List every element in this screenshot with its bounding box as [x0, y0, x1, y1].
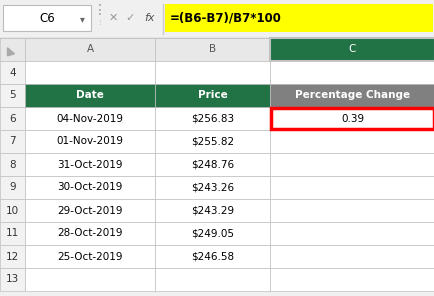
- Text: 8: 8: [9, 160, 16, 170]
- Bar: [0, 176, 25, 199]
- Text: C6: C6: [39, 12, 55, 25]
- Bar: [0, 268, 25, 291]
- Bar: [25, 245, 155, 268]
- Text: 6: 6: [9, 113, 16, 123]
- Bar: [25, 107, 155, 130]
- Text: 04-Nov-2019: 04-Nov-2019: [56, 113, 123, 123]
- Bar: [25, 84, 155, 107]
- Text: 5: 5: [9, 91, 16, 101]
- Bar: [155, 222, 270, 245]
- Bar: [155, 61, 270, 84]
- Text: 12: 12: [6, 252, 19, 261]
- Text: 13: 13: [6, 274, 19, 284]
- Bar: [25, 153, 155, 176]
- Bar: [3, 5, 91, 31]
- Text: ▾: ▾: [79, 14, 84, 24]
- Text: fx: fx: [145, 13, 155, 23]
- Text: $243.29: $243.29: [191, 205, 233, 215]
- Bar: [270, 222, 434, 245]
- Bar: [25, 268, 155, 291]
- Text: ⋮: ⋮: [93, 3, 107, 17]
- Bar: [25, 199, 155, 222]
- Bar: [155, 84, 270, 107]
- Text: $246.58: $246.58: [191, 252, 233, 261]
- Bar: [25, 222, 155, 245]
- Bar: [0, 222, 25, 245]
- Text: 25-Oct-2019: 25-Oct-2019: [57, 252, 122, 261]
- Bar: [155, 176, 270, 199]
- Bar: [0, 84, 25, 107]
- Bar: [270, 61, 434, 84]
- Text: 28-Oct-2019: 28-Oct-2019: [57, 229, 122, 239]
- Text: 0.39: 0.39: [340, 113, 363, 123]
- Bar: [25, 130, 155, 153]
- Text: Price: Price: [197, 91, 227, 101]
- Bar: [270, 107, 434, 130]
- Bar: [0, 0, 434, 38]
- Bar: [270, 153, 434, 176]
- Bar: [270, 245, 434, 268]
- Text: $248.76: $248.76: [191, 160, 233, 170]
- Text: Percentage Change: Percentage Change: [294, 91, 409, 101]
- Bar: [155, 268, 270, 291]
- Text: 29-Oct-2019: 29-Oct-2019: [57, 205, 122, 215]
- Bar: [155, 199, 270, 222]
- Text: ✕: ✕: [108, 13, 118, 23]
- Bar: [270, 84, 434, 107]
- Text: 01-Nov-2019: 01-Nov-2019: [56, 136, 123, 147]
- Bar: [25, 176, 155, 199]
- Bar: [0, 130, 25, 153]
- Bar: [25, 61, 155, 84]
- Text: $249.05: $249.05: [191, 229, 233, 239]
- Bar: [155, 245, 270, 268]
- Text: 11: 11: [6, 229, 19, 239]
- Bar: [0, 199, 25, 222]
- Bar: [270, 176, 434, 199]
- Bar: [0, 153, 25, 176]
- Text: C: C: [348, 44, 355, 54]
- Text: ⋮: ⋮: [97, 20, 102, 25]
- Text: $256.83: $256.83: [191, 113, 233, 123]
- Bar: [0, 38, 25, 61]
- Text: B: B: [208, 44, 216, 54]
- Bar: [25, 84, 155, 107]
- Bar: [155, 38, 270, 61]
- Text: 9: 9: [9, 183, 16, 192]
- Text: $243.26: $243.26: [191, 183, 233, 192]
- Bar: [164, 4, 432, 32]
- Bar: [270, 84, 434, 107]
- Bar: [155, 130, 270, 153]
- Bar: [0, 107, 25, 130]
- Text: Date: Date: [76, 91, 104, 101]
- Bar: [270, 199, 434, 222]
- Bar: [155, 84, 270, 107]
- Text: 31-Oct-2019: 31-Oct-2019: [57, 160, 122, 170]
- Text: A: A: [86, 44, 93, 54]
- Bar: [25, 38, 155, 61]
- Bar: [155, 107, 270, 130]
- Bar: [270, 108, 433, 129]
- Text: 4: 4: [9, 67, 16, 78]
- Text: 7: 7: [9, 136, 16, 147]
- Text: 10: 10: [6, 205, 19, 215]
- Text: ✓: ✓: [125, 13, 135, 23]
- Text: =(B6-B7)/B7*100: =(B6-B7)/B7*100: [170, 12, 281, 25]
- Bar: [270, 130, 434, 153]
- Bar: [270, 38, 434, 61]
- Text: $255.82: $255.82: [191, 136, 233, 147]
- Bar: [0, 61, 25, 84]
- Bar: [270, 268, 434, 291]
- Polygon shape: [7, 48, 14, 56]
- Bar: [0, 245, 25, 268]
- Text: 30-Oct-2019: 30-Oct-2019: [57, 183, 122, 192]
- Bar: [155, 153, 270, 176]
